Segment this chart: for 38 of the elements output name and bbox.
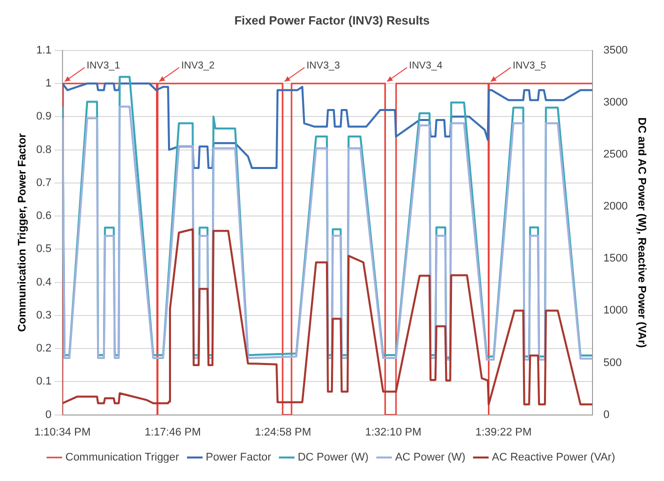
y2-tick-label: 2500 — [603, 148, 628, 161]
y2-tick-label: 3500 — [603, 44, 628, 56]
chart-title: Fixed Power Factor (INV3) Results — [234, 14, 430, 28]
y2-tick-label: 1500 — [603, 252, 628, 265]
y2-tick-label: 1000 — [603, 304, 628, 317]
y-tick-label: 0.5 — [36, 243, 52, 256]
y-tick-label: 0.4 — [36, 276, 52, 288]
annotation: INV3_4 — [409, 60, 443, 72]
y-axis-title: Communication Trigger, Power Factor — [16, 132, 29, 332]
y2-tick-label: 0 — [603, 408, 610, 421]
y-tick-label: 0.1 — [36, 376, 52, 388]
legend-label: Power Factor — [206, 452, 272, 464]
y2-tick-label: 500 — [603, 356, 622, 369]
y-tick-label: 1.1 — [36, 44, 52, 56]
y-tick-label: 0.8 — [36, 144, 52, 156]
y2-tick-label: 3000 — [603, 96, 628, 108]
y-tick-label: 0.6 — [36, 210, 52, 222]
legend-label: DC Power (W) — [298, 452, 369, 464]
x-tick-label: 1:32:10 PM — [365, 426, 422, 438]
legend-label: AC Power (W) — [395, 452, 466, 464]
annotation: INV3_5 — [512, 60, 546, 72]
y-tick-label: 1 — [45, 78, 52, 90]
y-tick-label: 0 — [45, 408, 52, 421]
y-tick-label: 0.2 — [36, 342, 52, 355]
y2-axis-title: DC and AC Power (W), Reactive Power (VAr) — [635, 117, 648, 348]
annotation: INV3_2 — [181, 60, 216, 72]
x-tick-label: 1:10:34 PM — [34, 426, 91, 438]
x-tick-label: 1:39:22 PM — [475, 426, 532, 438]
x-tick-label: 1:24:58 PM — [254, 426, 312, 438]
y-tick-label: 0.9 — [36, 110, 52, 123]
annotation: INV3_3 — [306, 60, 340, 72]
x-tick-label: 1:17:46 PM — [144, 426, 201, 438]
annotation: INV3_1 — [86, 60, 120, 72]
y2-tick-label: 2000 — [603, 200, 628, 213]
y-tick-label: 0.3 — [36, 309, 52, 322]
legend-label: Communication Trigger — [65, 452, 180, 464]
legend-label: AC Reactive Power (VAr) — [492, 452, 616, 464]
y-tick-label: 0.7 — [36, 176, 52, 189]
